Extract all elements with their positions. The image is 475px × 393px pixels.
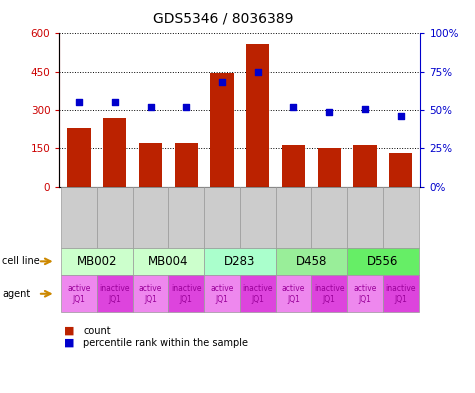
Text: percentile rank within the sample: percentile rank within the sample bbox=[83, 338, 248, 348]
Bar bbox=[139, 143, 162, 187]
Text: active
JQ1: active JQ1 bbox=[282, 284, 305, 304]
Text: agent: agent bbox=[2, 289, 30, 299]
Bar bbox=[353, 145, 377, 187]
Text: D283: D283 bbox=[224, 255, 256, 268]
Text: inactive
JQ1: inactive JQ1 bbox=[314, 284, 344, 304]
Bar bbox=[175, 143, 198, 187]
Text: MB002: MB002 bbox=[76, 255, 117, 268]
Point bbox=[254, 68, 262, 75]
Bar bbox=[246, 44, 269, 187]
Point bbox=[290, 104, 297, 110]
Text: inactive
JQ1: inactive JQ1 bbox=[100, 284, 130, 304]
Point bbox=[75, 99, 83, 105]
Bar bbox=[210, 73, 234, 187]
Text: count: count bbox=[83, 326, 111, 336]
Text: active
JQ1: active JQ1 bbox=[353, 284, 377, 304]
Text: cell line: cell line bbox=[2, 256, 40, 266]
Point bbox=[325, 108, 333, 115]
Text: active
JQ1: active JQ1 bbox=[139, 284, 162, 304]
Bar bbox=[282, 145, 305, 187]
Point bbox=[147, 104, 154, 110]
Text: inactive
JQ1: inactive JQ1 bbox=[171, 284, 201, 304]
Text: ■: ■ bbox=[64, 326, 75, 336]
Text: ■: ■ bbox=[64, 338, 75, 348]
Text: active
JQ1: active JQ1 bbox=[67, 284, 91, 304]
Bar bbox=[318, 148, 341, 187]
Text: inactive
JQ1: inactive JQ1 bbox=[243, 284, 273, 304]
Point bbox=[361, 105, 369, 112]
Text: D458: D458 bbox=[295, 255, 327, 268]
Bar bbox=[67, 128, 91, 187]
Point bbox=[397, 113, 405, 119]
Bar bbox=[103, 118, 126, 187]
Text: MB004: MB004 bbox=[148, 255, 189, 268]
Bar bbox=[389, 153, 412, 187]
Point bbox=[111, 99, 119, 105]
Text: inactive
JQ1: inactive JQ1 bbox=[386, 284, 416, 304]
Text: GDS5346 / 8036389: GDS5346 / 8036389 bbox=[153, 12, 294, 26]
Point bbox=[218, 79, 226, 86]
Text: active
JQ1: active JQ1 bbox=[210, 284, 234, 304]
Point bbox=[182, 104, 190, 110]
Text: D556: D556 bbox=[367, 255, 399, 268]
